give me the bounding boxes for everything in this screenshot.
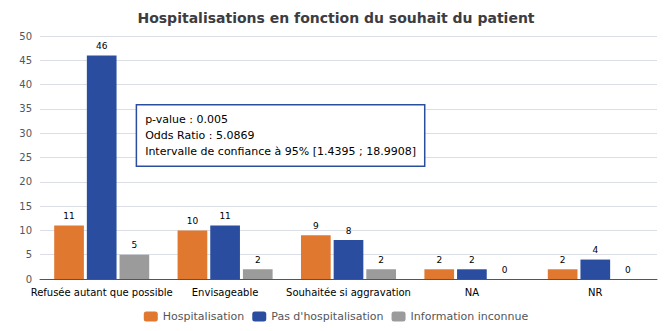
svg-text:30: 30	[19, 128, 32, 139]
svg-text:2: 2	[378, 255, 384, 265]
svg-text:2: 2	[469, 255, 475, 265]
svg-text:NR: NR	[588, 287, 602, 298]
svg-text:2: 2	[255, 255, 261, 265]
svg-text:25: 25	[19, 152, 32, 163]
svg-text:45: 45	[19, 55, 32, 66]
svg-text:10: 10	[187, 216, 199, 226]
svg-text:50: 50	[19, 31, 32, 42]
svg-text:11: 11	[219, 211, 230, 221]
svg-text:2: 2	[436, 255, 442, 265]
svg-text:Hospitalisation: Hospitalisation	[163, 310, 245, 323]
svg-text:0: 0	[26, 274, 32, 285]
svg-text:NA: NA	[465, 287, 479, 298]
svg-text:5: 5	[131, 240, 137, 250]
svg-text:8: 8	[346, 226, 352, 236]
svg-text:9: 9	[313, 221, 319, 231]
svg-text:40: 40	[19, 79, 32, 90]
svg-text:46: 46	[96, 41, 108, 51]
svg-text:35: 35	[19, 103, 32, 114]
svg-text:20: 20	[19, 176, 32, 187]
svg-text:5: 5	[26, 249, 32, 260]
svg-text:11: 11	[63, 211, 74, 221]
svg-text:Envisageable: Envisageable	[192, 287, 259, 298]
svg-text:4: 4	[592, 245, 598, 255]
svg-text:Hospitalisations en fonction d: Hospitalisations en fonction du souhait …	[137, 10, 534, 26]
svg-text:0: 0	[502, 265, 508, 275]
svg-text:Refusée autant que possible: Refusée autant que possible	[31, 287, 173, 298]
svg-text:Souhaitée si aggravation: Souhaitée si aggravation	[286, 287, 411, 298]
svg-text:15: 15	[19, 201, 32, 212]
svg-text:Odds Ratio : 5.0869: Odds Ratio : 5.0869	[145, 129, 254, 142]
svg-text:p-value : 0.005: p-value : 0.005	[145, 113, 228, 126]
svg-text:Intervalle de confiance à 95%: Intervalle de confiance à 95% [1.4395 ; …	[145, 145, 416, 158]
svg-text:Information inconnue: Information inconnue	[411, 310, 529, 323]
svg-text:10: 10	[19, 225, 32, 236]
svg-text:Pas d'hospitalisation: Pas d'hospitalisation	[271, 310, 383, 323]
svg-text:2: 2	[560, 255, 566, 265]
svg-text:0: 0	[625, 265, 631, 275]
